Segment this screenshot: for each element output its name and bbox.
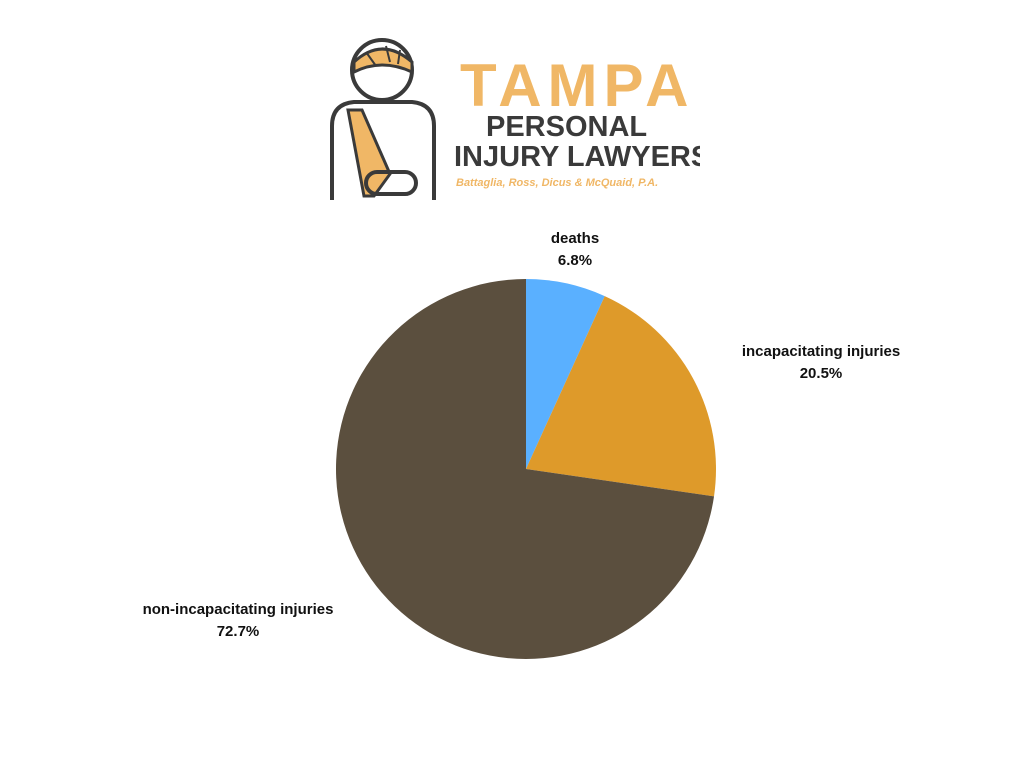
brand-logo: TAMPA PERSONAL INJURY LAWYERS Battaglia,… <box>330 38 700 200</box>
slice-label-non-incapacitating-injuries: non-incapacitating injuries <box>143 601 334 618</box>
slice-value-deaths: 6.8% <box>558 252 592 269</box>
logo-personal-text: PERSONAL <box>486 111 647 143</box>
pie-slice-deaths <box>526 279 605 469</box>
logo-injury-lawyers-text: INJURY LAWYERS <box>454 141 700 173</box>
slice-value-non-incapacitating-injuries: 72.7% <box>217 623 260 640</box>
logo-tampa-text: TAMPA <box>460 52 694 119</box>
slice-label-incapacitating-injuries: incapacitating injuries <box>742 343 900 360</box>
slice-value-incapacitating-injuries: 20.5% <box>800 365 843 382</box>
injured-person-icon <box>330 38 436 200</box>
logo-tagline-text: Battaglia, Ross, Dicus & McQuaid, P.A. <box>456 177 658 189</box>
pie-slice-incapacitating-injuries <box>526 296 717 497</box>
pie-slices <box>336 279 717 659</box>
pie-labels: deaths 6.8% incapacitating injuries 20.5% no… <box>143 230 901 640</box>
pie-slice-non-incapacitating-injuries <box>336 279 715 659</box>
slice-label-deaths: deaths <box>551 230 599 247</box>
